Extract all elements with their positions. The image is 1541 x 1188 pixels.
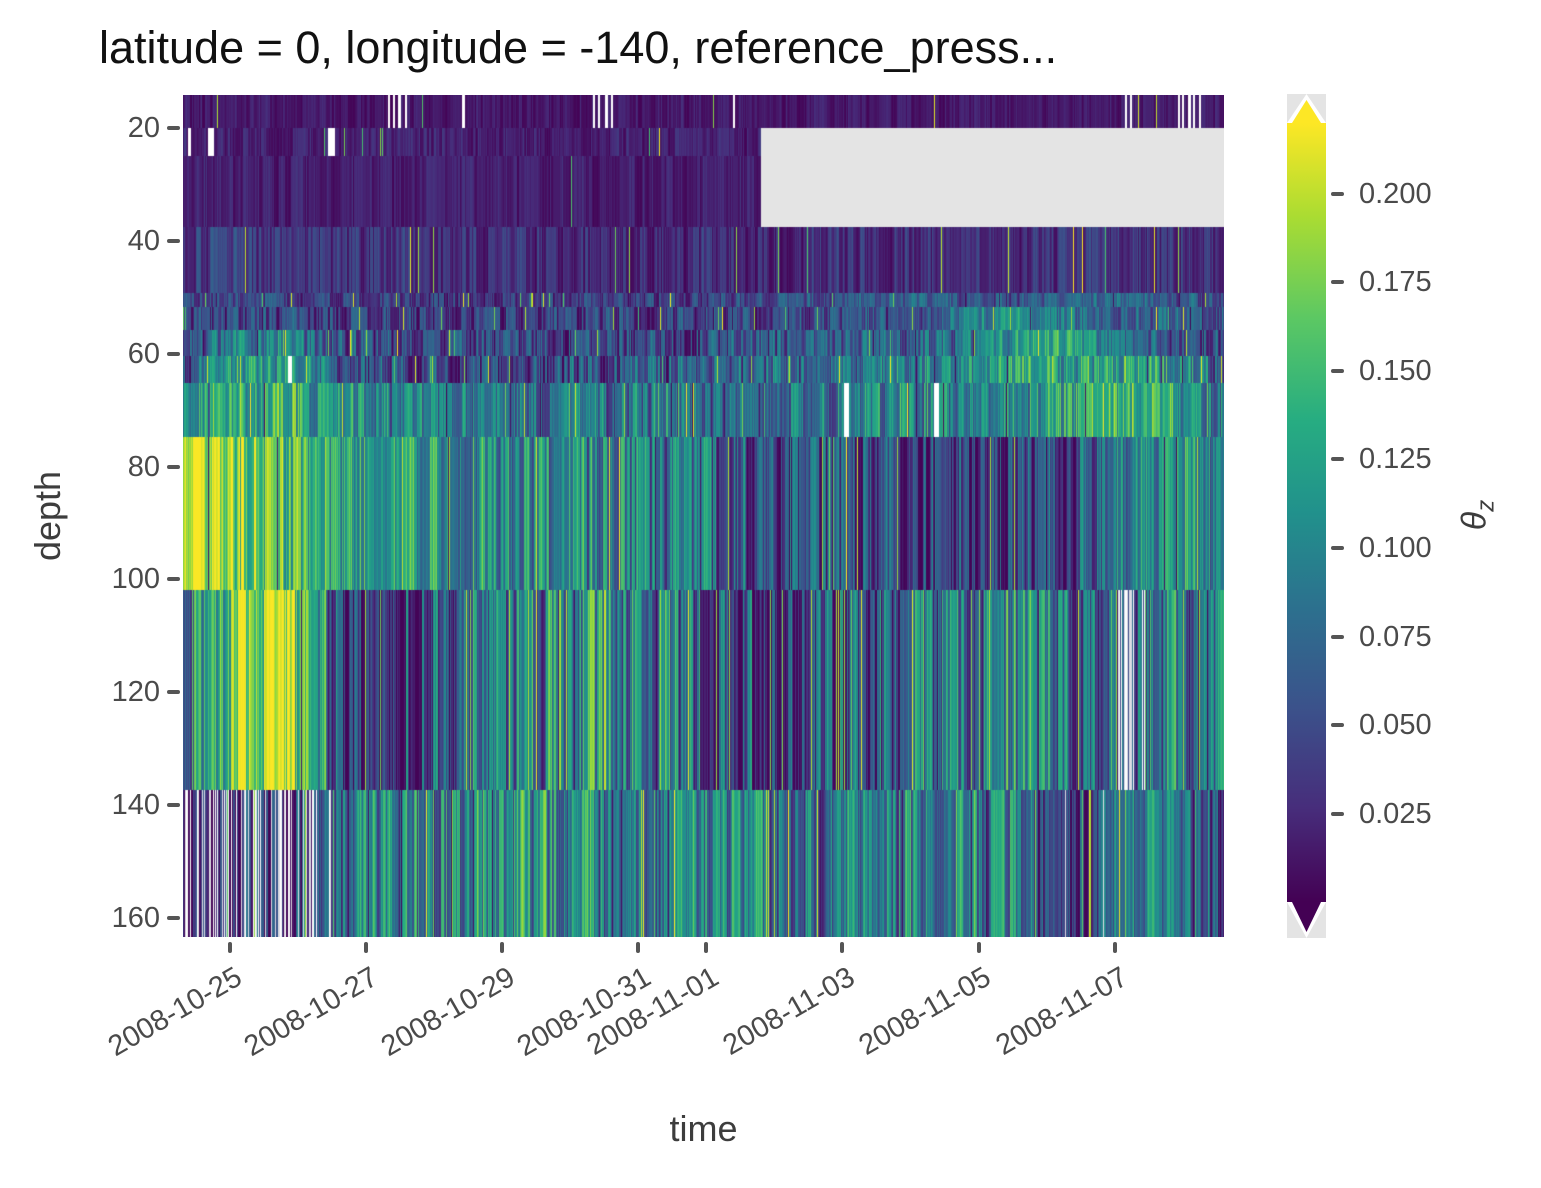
x-tick-mark: [1112, 942, 1117, 953]
y-tick-mark: [167, 915, 180, 920]
colorbar-tick-mark: [1331, 634, 1344, 639]
colorbar-tick-mark: [1331, 723, 1344, 727]
y-axis-label: depth: [27, 470, 68, 562]
colorbar-tick-mark: [1331, 545, 1344, 550]
colorbar-extend-min: [1287, 902, 1326, 938]
y-tick-mark: [167, 690, 180, 695]
x-tick-label: 2008-11-03: [717, 961, 861, 1062]
y-tick-mark: [167, 238, 180, 243]
x-tick-label: 2008-10-25: [103, 961, 248, 1063]
colorbar-tick-label: 0.200: [1359, 177, 1432, 210]
colorbar-tick-label: 0.150: [1359, 354, 1432, 387]
x-tick-mark: [636, 942, 641, 953]
plot-title: latitude = 0, longitude = -140, referenc…: [99, 22, 1058, 73]
y-tick-label: 40: [127, 224, 160, 257]
y-tick-label: 60: [127, 337, 160, 370]
colorbar-tick-label: 0.175: [1359, 266, 1432, 299]
x-tick-mark: [704, 942, 709, 953]
x-tick-label: 2008-10-29: [375, 961, 520, 1063]
y-tick-label: 100: [111, 563, 160, 596]
y-tick-mark: [167, 126, 180, 130]
colorbar-tick-label: 0.100: [1359, 531, 1432, 564]
colorbar-tick-label: 0.125: [1359, 443, 1432, 476]
x-axis-label: time: [669, 1108, 738, 1149]
colorbar-tick-mark: [1331, 280, 1344, 285]
y-tick-mark: [167, 803, 180, 808]
y-tick-mark: [167, 351, 180, 356]
x-tick-mark: [840, 942, 845, 953]
colorbar-tick-mark: [1331, 457, 1344, 462]
x-tick-mark: [976, 942, 981, 953]
x-tick-label: 2008-11-07: [990, 961, 1133, 1062]
y-tick-label: 160: [111, 901, 160, 934]
y-tick-label: 20: [127, 112, 160, 144]
heatmap-canvas: [183, 95, 1224, 937]
x-tick-mark: [363, 942, 368, 953]
colorbar-tick-label: 0.050: [1359, 709, 1432, 741]
colorbar-label: θz: [1455, 499, 1500, 531]
x-tick-mark: [499, 942, 504, 953]
colorbar-tick-mark: [1331, 368, 1344, 373]
x-tick-mark: [227, 942, 232, 953]
colorbar-tick-label: 0.025: [1359, 797, 1432, 830]
y-tick-mark: [167, 577, 180, 582]
colorbar-tick-label: 0.075: [1359, 620, 1432, 653]
colorbar-tick-mark: [1331, 811, 1344, 816]
colorbar-extend-max: [1287, 94, 1326, 123]
y-tick-label: 80: [127, 450, 160, 483]
x-tick-label: 2008-11-05: [853, 961, 997, 1062]
y-tick-label: 120: [111, 676, 160, 709]
colorbar-gradient: [1287, 123, 1326, 902]
y-tick-mark: [167, 464, 180, 469]
y-tick-label: 140: [111, 789, 160, 822]
x-tick-label: 2008-10-27: [239, 961, 384, 1063]
colorbar-tick-mark: [1331, 191, 1344, 196]
